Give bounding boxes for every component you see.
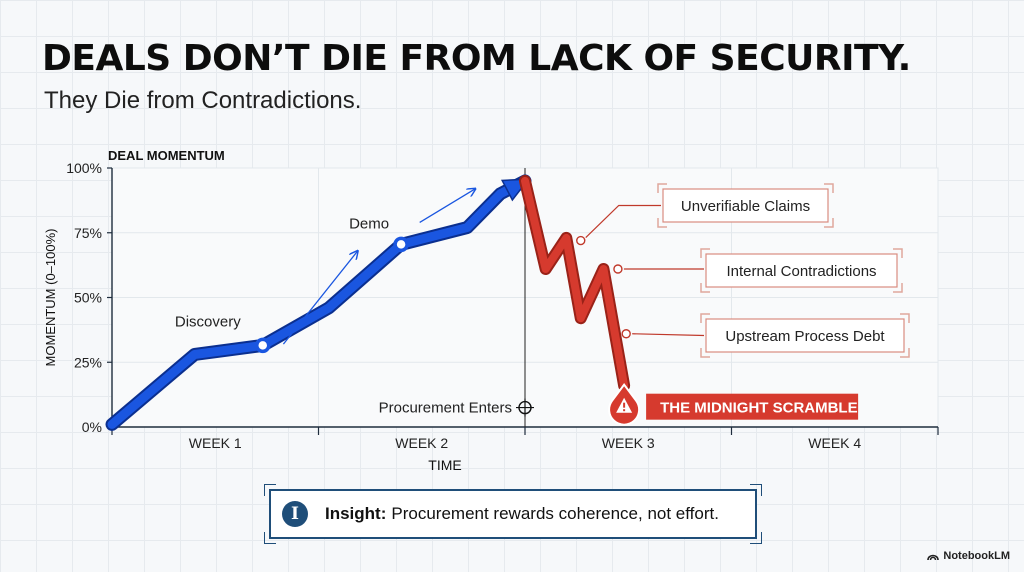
callout-anchor-dot	[621, 329, 631, 339]
callout-label: Internal Contradictions	[726, 263, 876, 280]
alert-banner	[646, 393, 859, 420]
x-tick-label: WEEK 1	[189, 435, 242, 451]
notebooklm-logo-icon	[927, 554, 940, 561]
fall-line	[521, 176, 629, 390]
marker-label: Demo	[349, 215, 389, 232]
x-tick-label: WEEK 3	[602, 435, 655, 451]
callout-anchor-dot	[576, 235, 586, 246]
warning-mark-bar	[623, 402, 626, 408]
callout-bracket	[700, 248, 903, 293]
y-tick-label: 25%	[74, 354, 102, 370]
y-tick-label: 100%	[66, 160, 102, 176]
insight-inner: I Insight: Procurement rewards coherence…	[269, 489, 757, 539]
page-subtitle: They Die from Contradictions.	[44, 87, 362, 114]
footer-brand-text: NotebookLM	[943, 550, 1010, 562]
procurement-label: Procurement Enters	[379, 400, 512, 417]
trend-arrow-icon	[282, 251, 357, 345]
chart-title: DEAL MOMENTUM	[108, 148, 225, 163]
y-axis-label: MOMENTUM (0–100%)	[43, 229, 58, 367]
callout-bracket	[700, 313, 910, 358]
trend-arrow-icon	[419, 189, 476, 223]
footer-brand: NotebookLM	[927, 550, 1010, 562]
callout-box	[662, 188, 829, 223]
callout-leader	[585, 204, 661, 238]
y-tick-label: 0%	[82, 419, 102, 435]
y-tick-label: 75%	[74, 225, 102, 241]
callout-label: Unverifiable Claims	[681, 198, 810, 215]
x-tick-label: WEEK 4	[808, 435, 861, 451]
marker-label: Discovery	[175, 313, 241, 330]
callout-box	[705, 318, 905, 353]
insight-box: I Insight: Procurement rewards coherence…	[264, 484, 762, 544]
insight-label: Insight:	[325, 504, 387, 523]
warning-mark-dot	[623, 409, 626, 412]
marker-demo	[393, 236, 409, 253]
callout-box	[705, 253, 898, 288]
callout-leader	[632, 333, 705, 337]
callout-bracket	[657, 183, 834, 228]
x-tick-label: WEEK 2	[395, 435, 448, 451]
alert-label: THE MIDNIGHT SCRAMBLE	[660, 400, 858, 417]
info-icon: I	[282, 501, 308, 527]
marker-discovery	[254, 337, 271, 354]
page-title: DEALS DON’T DIE FROM LACK OF SECURITY.	[42, 38, 911, 79]
x-axis-label: TIME	[428, 457, 461, 473]
callout-anchor-dot	[613, 264, 623, 274]
callout-label: Upstream Process Debt	[725, 328, 885, 345]
insight-text: Procurement rewards coherence, not effor…	[391, 504, 719, 523]
y-tick-label: 50%	[74, 290, 102, 306]
rise-line	[107, 176, 530, 429]
